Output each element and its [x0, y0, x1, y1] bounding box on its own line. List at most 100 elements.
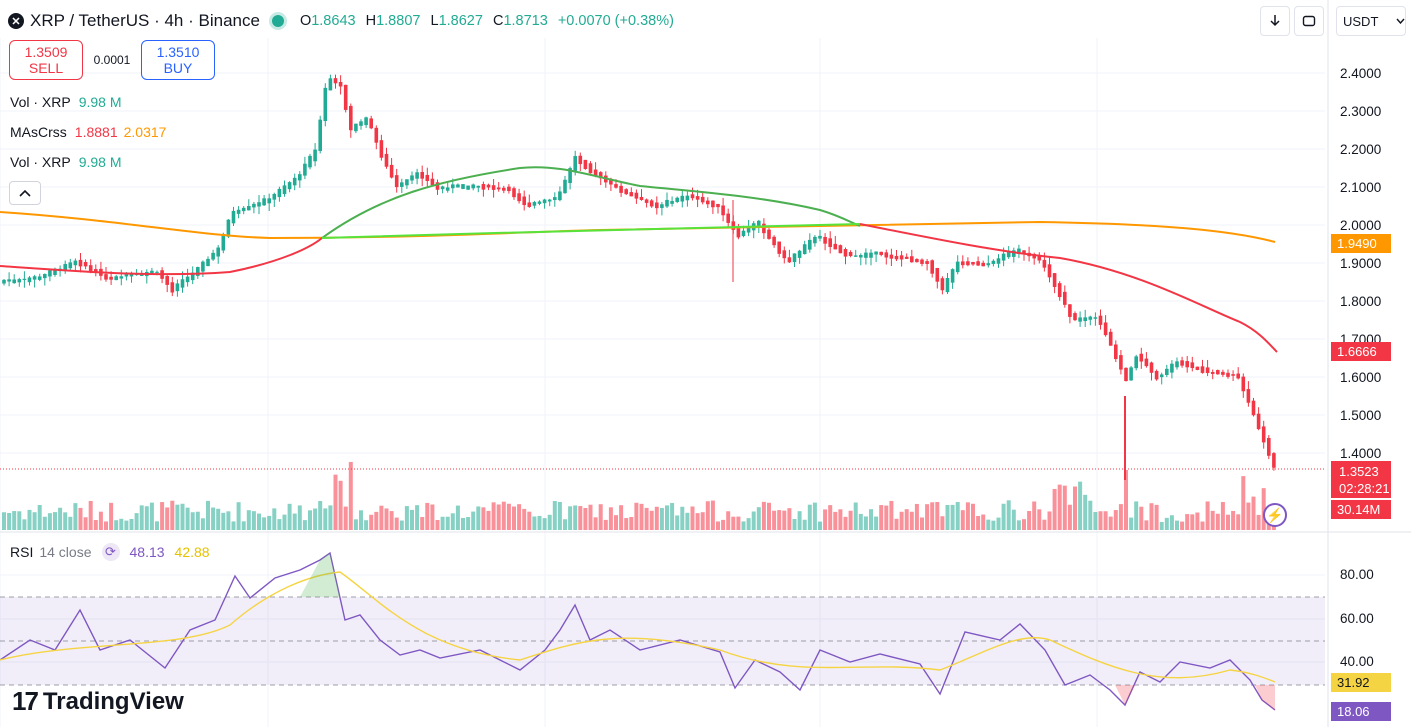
volume-bar	[466, 517, 471, 530]
candle-body	[94, 269, 98, 273]
volume-bar	[833, 511, 838, 530]
volume-bar	[272, 508, 277, 530]
volume-bar	[190, 512, 195, 530]
volume-bar	[1149, 503, 1154, 530]
candle-body	[955, 261, 960, 273]
rsi-tick: 40.00	[1340, 654, 1374, 669]
rsi-legend[interactable]: RSI 14 close ⟳ 48.13 42.88	[10, 543, 210, 561]
rsi-line	[0, 551, 1276, 711]
volume-bar	[573, 505, 578, 530]
candle-body	[695, 196, 700, 200]
candle-body	[287, 182, 292, 190]
volume-bar	[1246, 502, 1251, 530]
volume-bar	[920, 517, 924, 530]
candle-body	[593, 169, 598, 177]
candle-body	[1216, 370, 1220, 375]
volume-bar	[598, 504, 603, 530]
fullscreen-button[interactable]	[1294, 6, 1324, 36]
collapse-legend-button[interactable]	[9, 181, 41, 205]
volume-bar	[563, 519, 567, 530]
download-button[interactable]	[1260, 6, 1290, 36]
candle-body	[542, 199, 547, 204]
volume-bar	[292, 513, 297, 530]
refresh-icon[interactable]: ⟳	[101, 543, 120, 561]
volume-bar	[1093, 511, 1098, 530]
market-status-icon	[271, 15, 284, 27]
volume-bar	[124, 520, 129, 530]
close-label: C	[492, 13, 504, 29]
volume-bar	[348, 462, 353, 530]
volume-bar	[170, 500, 175, 530]
volume-bar	[1210, 510, 1215, 530]
volume-bar	[767, 502, 771, 530]
volume-legend-1[interactable]: Vol · XRP 9.98 M	[10, 94, 122, 110]
candle-body	[700, 196, 705, 203]
candle-body	[950, 269, 955, 283]
volume-bar	[614, 515, 618, 530]
volume-bar	[1200, 521, 1205, 530]
volume-bar	[420, 516, 425, 530]
volume-bar	[308, 510, 312, 530]
price-tick: 2.3000	[1340, 104, 1382, 119]
candle-body	[976, 261, 980, 266]
volume-bar	[1118, 504, 1123, 530]
volume-bar	[47, 513, 52, 530]
candle-body	[578, 155, 583, 165]
candle-body	[874, 251, 878, 255]
candle-body	[629, 192, 634, 197]
volume-bar	[88, 500, 93, 530]
ma-fast-price-tag: 1.6666	[1331, 342, 1391, 361]
volume-bar	[1251, 496, 1256, 530]
candle-body	[415, 172, 419, 179]
tradingview-logo[interactable]: 17 TradingView	[12, 686, 184, 717]
volume-legend-2[interactable]: Vol · XRP 9.98 M	[10, 154, 122, 170]
price-tick: 1.5000	[1340, 408, 1382, 423]
volume-bar	[1241, 476, 1246, 530]
volume-bar	[404, 506, 409, 530]
volume-bar	[313, 508, 318, 530]
volume-bar	[384, 508, 389, 530]
lightning-icon[interactable]: ⚡	[1263, 503, 1287, 527]
volume-bar	[731, 516, 736, 530]
buy-button[interactable]: 1.3510 BUY	[141, 40, 215, 80]
candle-body	[1256, 413, 1261, 430]
volume-bar	[756, 507, 761, 530]
candle-body	[981, 262, 985, 267]
candle-body	[2, 279, 6, 284]
volume-legend-2-label: Vol · XRP	[10, 154, 71, 170]
candle-body	[1272, 453, 1276, 468]
volume-bar	[858, 513, 863, 530]
candle-body	[1052, 273, 1057, 287]
volume-bar	[359, 510, 363, 530]
candle-body	[1129, 367, 1133, 381]
candle-body	[1068, 304, 1072, 317]
candle-body	[598, 172, 603, 179]
candle-body	[619, 185, 623, 193]
volume-bar	[1047, 511, 1052, 530]
candle-body	[231, 210, 236, 224]
candle-body	[394, 175, 399, 188]
candle-body	[685, 195, 690, 201]
volume-bar	[1113, 510, 1118, 530]
volume-bar	[83, 517, 88, 530]
volume-bar	[986, 519, 991, 530]
candle-body	[1088, 316, 1093, 320]
candle-body	[767, 229, 771, 239]
currency-select[interactable]: USDT	[1336, 6, 1406, 36]
sell-button[interactable]: 1.3509 SELL	[9, 40, 83, 80]
candle-body	[170, 282, 175, 293]
symbol-title[interactable]: XRP / TetherUS · 4h · Binance	[30, 11, 260, 30]
candle-body	[649, 200, 654, 207]
volume-bar	[1037, 509, 1042, 530]
candle-body	[216, 247, 220, 257]
candle-body	[1180, 360, 1184, 366]
candle-body	[241, 207, 246, 212]
ma-cross-legend[interactable]: MAsCrss 1.8881 2.0317	[10, 124, 166, 140]
buy-price: 1.3510	[156, 44, 200, 60]
volume-bar	[680, 506, 685, 530]
price-tick: 2.2000	[1340, 142, 1382, 157]
volume-bar	[716, 521, 720, 530]
rsi-value-tag: 18.06	[1331, 702, 1391, 721]
volume-bar	[486, 510, 491, 530]
